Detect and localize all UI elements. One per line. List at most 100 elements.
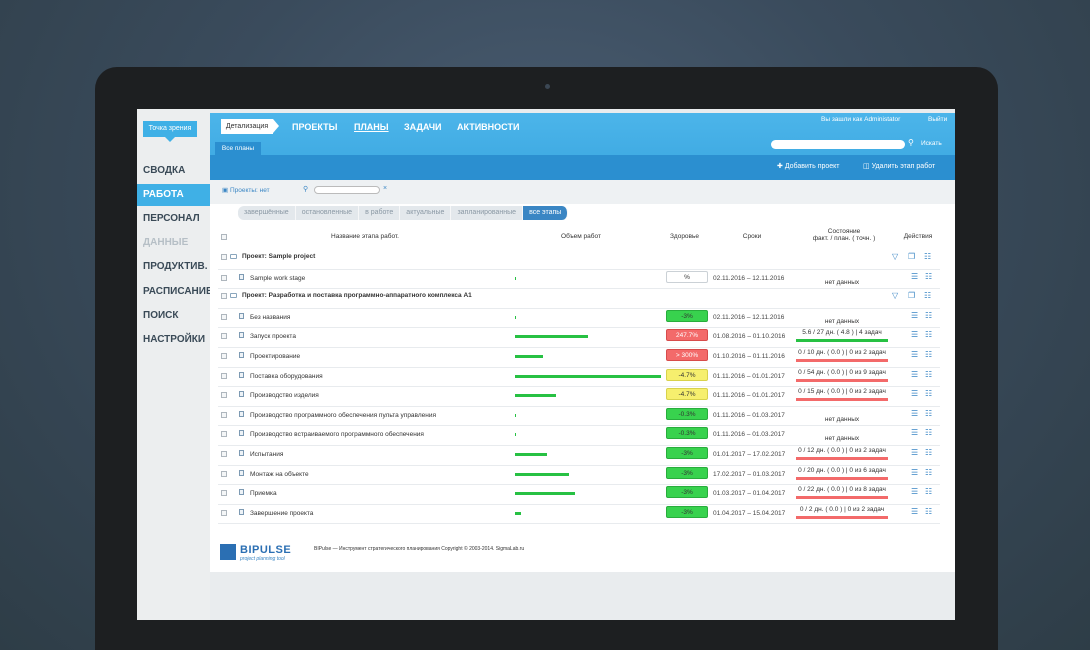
sidebar: Точка зрения СВОДКА РАБОТА ПЕРСОНАЛ ДАНН…	[137, 109, 213, 620]
filter-icon[interactable]: ▽	[892, 252, 899, 261]
edit-icon[interactable]: ☰	[911, 369, 919, 379]
viewpoint-button[interactable]: Точка зрения	[143, 121, 197, 142]
list-icon[interactable]: ☷	[924, 291, 932, 301]
stage-name[interactable]: Производство встраиваемого программного …	[250, 431, 424, 439]
edit-icon[interactable]: ☰	[911, 330, 919, 340]
edit-icon[interactable]: ☰	[911, 487, 919, 497]
stage-name[interactable]: Производство изделия	[250, 392, 319, 400]
stage-name[interactable]: Производство программного обеспечения пу…	[250, 411, 436, 419]
list-icon[interactable]: ☷	[924, 252, 932, 261]
sidebar-item-productivity[interactable]: ПРОДУКТИВ.	[143, 261, 208, 272]
add-project-button[interactable]: ✚ Добавить проект	[777, 162, 840, 170]
list-icon[interactable]: ☷	[925, 369, 933, 379]
row-checkbox[interactable]	[221, 470, 227, 477]
list-icon[interactable]: ☷	[925, 389, 933, 399]
row-checkbox[interactable]	[221, 490, 227, 497]
row-checkbox[interactable]	[221, 431, 227, 438]
tab-all-plans[interactable]: Все планы	[215, 142, 261, 156]
stage-name[interactable]: Завершение проекта	[250, 509, 314, 517]
sidebar-item-staff[interactable]: ПЕРСОНАЛ	[143, 213, 200, 224]
list-icon[interactable]: ☷	[925, 506, 933, 516]
group-checkbox[interactable]	[221, 293, 227, 300]
copy-icon[interactable]: ❐	[908, 291, 916, 301]
row-checkbox[interactable]	[221, 509, 227, 516]
stage-dates: 01.04.2017 – 15.04.2017	[713, 509, 786, 517]
sidebar-item-summary[interactable]: СВОДКА	[143, 165, 186, 176]
footer-logo-sub: project planning tool	[240, 556, 285, 562]
filter-actual[interactable]: актуальные	[400, 206, 452, 220]
nav-projects[interactable]: ПРОЕКТЫ	[292, 122, 338, 132]
footer-logo: BIPULSE	[240, 544, 292, 556]
project-search-input[interactable]	[314, 186, 380, 194]
stage-dates: 02.11.2016 – 12.11.2016	[713, 274, 785, 282]
stage-name[interactable]: Без названия	[250, 313, 291, 321]
filter-icon[interactable]: ▽	[892, 291, 899, 301]
health-badge: %	[666, 270, 708, 283]
state-bar	[796, 476, 888, 480]
row-divider	[218, 386, 940, 388]
list-icon[interactable]: ☷	[925, 310, 933, 320]
search-input[interactable]	[771, 140, 905, 149]
sidebar-item-settings[interactable]: НАСТРОЙКИ	[143, 334, 206, 345]
row-checkbox[interactable]	[221, 451, 227, 457]
stage-name[interactable]: Приемка	[250, 490, 277, 498]
list-icon[interactable]: ☷	[925, 448, 933, 457]
list-icon[interactable]: ☷	[925, 467, 933, 477]
sidebar-item-schedule[interactable]: РАСПИСАНИЕ	[143, 286, 213, 297]
project-search-icon: ⚲	[303, 186, 309, 193]
filter-completed[interactable]: завершённые	[238, 206, 296, 220]
edit-icon[interactable]: ☰	[911, 467, 919, 477]
clear-project-search-icon[interactable]: ×	[383, 185, 388, 192]
volume-bar	[515, 511, 521, 515]
list-icon[interactable]: ☷	[925, 428, 933, 438]
filter-stopped[interactable]: остановленные	[295, 206, 360, 220]
stage-name[interactable]: Sample work stage	[250, 274, 306, 282]
row-checkbox[interactable]	[221, 411, 227, 418]
sidebar-item-search[interactable]: ПОИСК	[143, 310, 179, 321]
search-icon[interactable]: ⚲	[908, 138, 914, 147]
row-checkbox[interactable]	[221, 333, 227, 340]
group-checkbox[interactable]	[221, 254, 227, 260]
row-checkbox[interactable]	[221, 392, 227, 399]
projects-filter-label[interactable]: ▣ Проекты: нет	[222, 186, 270, 194]
filter-in-progress[interactable]: в работе	[359, 206, 401, 220]
list-icon[interactable]: ☷	[925, 271, 933, 281]
list-icon[interactable]: ☷	[925, 487, 933, 497]
edit-icon[interactable]: ☰	[911, 428, 919, 438]
stage-name[interactable]: Запуск проекта	[250, 333, 296, 341]
edit-icon[interactable]: ☰	[911, 448, 919, 457]
filter-all[interactable]: все этапы	[523, 206, 569, 220]
stage-name[interactable]: Поставка оборудования	[250, 372, 323, 380]
row-divider	[218, 405, 940, 407]
row-checkbox[interactable]	[221, 274, 227, 281]
delete-stage-button[interactable]: ◫ Удалить этап работ	[863, 162, 935, 170]
list-icon[interactable]: ☷	[925, 330, 933, 340]
edit-icon[interactable]: ☰	[911, 389, 919, 399]
row-checkbox[interactable]	[221, 372, 227, 379]
detail-button[interactable]: Детализация	[221, 119, 279, 134]
row-checkbox[interactable]	[221, 353, 227, 359]
nav-activities[interactable]: АКТИВНОСТИ	[457, 122, 520, 132]
edit-icon[interactable]: ☰	[911, 271, 919, 281]
list-icon[interactable]: ☷	[925, 350, 933, 359]
nav-plans[interactable]: ПЛАНЫ	[354, 122, 389, 132]
stage-name[interactable]: Испытания	[250, 451, 284, 458]
search-button[interactable]: Искать	[921, 140, 942, 147]
select-all-checkbox[interactable]	[221, 234, 227, 240]
edit-icon[interactable]: ☰	[911, 350, 919, 359]
stage-name[interactable]: Проектирование	[250, 353, 301, 360]
list-icon[interactable]: ☷	[925, 408, 933, 418]
row-checkbox[interactable]	[221, 313, 227, 320]
edit-icon[interactable]: ☰	[911, 408, 919, 418]
filter-planned[interactable]: запланированные	[451, 206, 524, 220]
edit-icon[interactable]: ☰	[911, 310, 919, 320]
sidebar-item-work[interactable]: РАБОТА	[137, 184, 210, 206]
col-name: Название этапа работ.	[331, 233, 399, 240]
stage-name[interactable]: Монтаж на объекте	[250, 470, 309, 478]
logout-link[interactable]: Выйти	[928, 116, 948, 123]
col-state-sub: факт. / план. ( точн. )	[812, 235, 876, 242]
copy-icon[interactable]: ❐	[908, 252, 916, 261]
nav-tasks[interactable]: ЗАДАЧИ	[404, 122, 442, 132]
edit-icon[interactable]: ☰	[911, 506, 919, 516]
sidebar-item-data[interactable]: ДАННЫЕ	[143, 237, 189, 248]
